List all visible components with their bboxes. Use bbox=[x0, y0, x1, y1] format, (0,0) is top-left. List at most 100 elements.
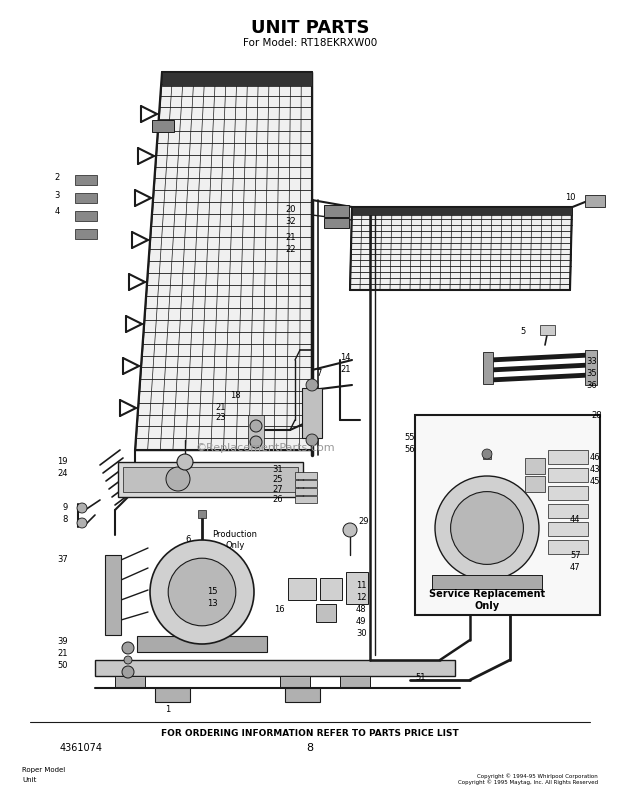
Bar bbox=[280, 676, 310, 688]
Circle shape bbox=[166, 467, 190, 491]
Text: 24: 24 bbox=[58, 469, 68, 479]
Text: 32: 32 bbox=[285, 218, 296, 226]
Text: 9: 9 bbox=[63, 503, 68, 512]
Bar bbox=[320, 578, 342, 600]
Text: 35: 35 bbox=[586, 369, 596, 379]
Text: Service Replacement
Only: Service Replacement Only bbox=[429, 589, 545, 611]
Text: 50: 50 bbox=[58, 661, 68, 670]
Text: 3: 3 bbox=[55, 191, 60, 199]
Text: Roper Model: Roper Model bbox=[22, 767, 65, 773]
Text: 6: 6 bbox=[185, 535, 190, 545]
Text: 20: 20 bbox=[285, 206, 296, 214]
Text: 46: 46 bbox=[590, 453, 601, 462]
Bar bbox=[483, 352, 493, 384]
Text: 1: 1 bbox=[165, 706, 171, 715]
Circle shape bbox=[177, 454, 193, 470]
Text: 25: 25 bbox=[272, 476, 283, 484]
Bar bbox=[118, 462, 303, 497]
Bar bbox=[75, 175, 97, 185]
Circle shape bbox=[306, 434, 318, 446]
Text: 5: 5 bbox=[520, 327, 525, 337]
Text: 26: 26 bbox=[272, 495, 283, 504]
Bar bbox=[123, 467, 298, 492]
Text: 16: 16 bbox=[275, 606, 285, 615]
Bar bbox=[548, 450, 588, 464]
Text: 2: 2 bbox=[55, 174, 60, 183]
Bar bbox=[285, 688, 320, 702]
Text: 13: 13 bbox=[207, 599, 218, 608]
Bar bbox=[525, 458, 545, 474]
Bar bbox=[248, 415, 264, 450]
Text: ©ReplacementParts.com: ©ReplacementParts.com bbox=[195, 443, 335, 453]
Text: 15: 15 bbox=[208, 588, 218, 596]
Bar bbox=[155, 688, 190, 702]
Bar bbox=[75, 211, 97, 221]
Text: 39: 39 bbox=[58, 638, 68, 646]
Text: 18: 18 bbox=[230, 391, 241, 399]
Bar bbox=[346, 572, 368, 604]
Bar bbox=[548, 504, 588, 518]
Bar bbox=[540, 325, 555, 335]
Bar bbox=[198, 510, 206, 518]
Text: 31: 31 bbox=[272, 465, 283, 475]
Bar bbox=[585, 350, 597, 385]
Text: 11: 11 bbox=[356, 580, 366, 589]
Text: 21: 21 bbox=[215, 403, 226, 413]
Bar bbox=[548, 522, 588, 536]
Bar bbox=[75, 229, 97, 239]
Text: 30: 30 bbox=[356, 630, 366, 638]
Circle shape bbox=[122, 666, 134, 678]
Bar bbox=[432, 575, 542, 589]
Polygon shape bbox=[352, 207, 572, 215]
Bar bbox=[483, 451, 491, 459]
Text: 55: 55 bbox=[404, 434, 415, 442]
Circle shape bbox=[250, 436, 262, 448]
Text: For Model: RT18EKRXW00: For Model: RT18EKRXW00 bbox=[243, 38, 377, 48]
Bar bbox=[288, 578, 316, 600]
Circle shape bbox=[435, 476, 539, 580]
Circle shape bbox=[250, 420, 262, 432]
Circle shape bbox=[122, 642, 134, 654]
Text: 7: 7 bbox=[316, 369, 321, 379]
Text: 43: 43 bbox=[590, 465, 601, 475]
Text: 14: 14 bbox=[340, 353, 350, 363]
Text: 4361074: 4361074 bbox=[60, 743, 103, 753]
Circle shape bbox=[77, 503, 87, 513]
Text: 28: 28 bbox=[591, 410, 601, 419]
Text: 23: 23 bbox=[215, 414, 226, 422]
Text: 21: 21 bbox=[340, 365, 350, 375]
Text: 51: 51 bbox=[415, 673, 425, 683]
Bar bbox=[152, 120, 174, 132]
Text: 12: 12 bbox=[356, 592, 366, 602]
Bar bbox=[324, 205, 349, 217]
Bar bbox=[324, 218, 349, 228]
Bar bbox=[302, 388, 322, 438]
Text: 48: 48 bbox=[356, 606, 366, 615]
Text: 37: 37 bbox=[57, 556, 68, 565]
Text: 27: 27 bbox=[272, 485, 283, 495]
Text: 4: 4 bbox=[55, 207, 60, 217]
Text: 49: 49 bbox=[356, 618, 366, 626]
Polygon shape bbox=[350, 207, 572, 290]
Circle shape bbox=[451, 491, 523, 565]
Text: 22: 22 bbox=[285, 245, 296, 255]
Text: 8: 8 bbox=[63, 515, 68, 525]
Bar bbox=[585, 195, 605, 207]
Circle shape bbox=[77, 518, 87, 528]
Circle shape bbox=[124, 656, 132, 664]
Bar bbox=[295, 480, 317, 487]
Bar bbox=[548, 486, 588, 500]
Text: 44: 44 bbox=[570, 515, 580, 525]
Text: 47: 47 bbox=[570, 562, 580, 572]
Text: 45: 45 bbox=[590, 477, 601, 487]
Text: Copyright © 1994-95 Whirlpool Corporation
Copyright © 1995 Maytag, Inc. All Righ: Copyright © 1994-95 Whirlpool Corporatio… bbox=[458, 773, 598, 785]
Text: 57: 57 bbox=[570, 550, 580, 560]
Text: 8: 8 bbox=[306, 743, 314, 753]
Bar bbox=[95, 660, 455, 676]
Circle shape bbox=[482, 449, 492, 459]
Bar bbox=[525, 476, 545, 492]
Bar bbox=[105, 555, 121, 635]
Bar bbox=[340, 676, 370, 688]
Text: Unit: Unit bbox=[22, 777, 37, 783]
Text: 56: 56 bbox=[404, 445, 415, 454]
